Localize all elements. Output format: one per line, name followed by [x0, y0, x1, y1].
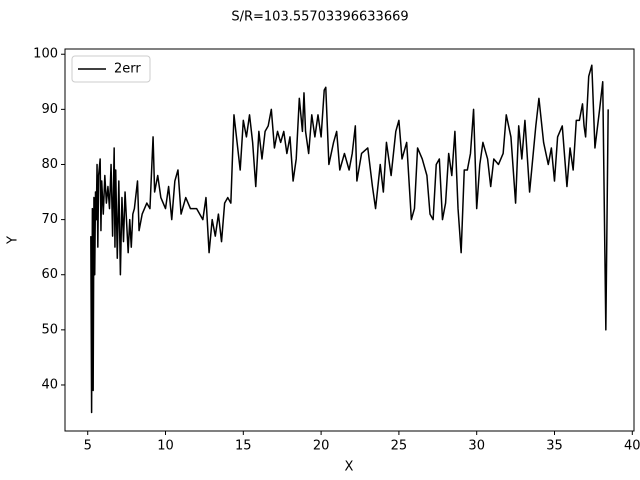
x-tick-label: 5 — [84, 439, 92, 454]
x-tick-label: 35 — [546, 439, 563, 454]
line-series — [90, 64, 609, 414]
x-axis-label: X — [345, 460, 354, 475]
y-tick-label: 60 — [41, 267, 58, 282]
y-tick-label: 100 — [33, 47, 58, 62]
x-tick-label: 20 — [313, 439, 330, 454]
y-tick-label: 90 — [41, 102, 58, 117]
y-tick-label: 40 — [41, 377, 58, 392]
axes-frame — [64, 48, 635, 432]
x-tick-label: 40 — [624, 439, 640, 454]
x-tick-label: 30 — [468, 439, 485, 454]
y-axis-label: Y — [6, 236, 21, 245]
y-tick-label: 70 — [41, 212, 58, 227]
legend-label: 2err — [114, 62, 141, 77]
chart-title: S/R=103.55703396633669 — [231, 10, 408, 25]
y-tick-label: 50 — [41, 322, 58, 337]
x-tick-label: 25 — [391, 439, 408, 454]
legend-frame — [71, 55, 151, 83]
x-tick-label: 15 — [235, 439, 252, 454]
x-tick-label: 10 — [157, 439, 174, 454]
y-tick-label: 80 — [41, 157, 58, 172]
